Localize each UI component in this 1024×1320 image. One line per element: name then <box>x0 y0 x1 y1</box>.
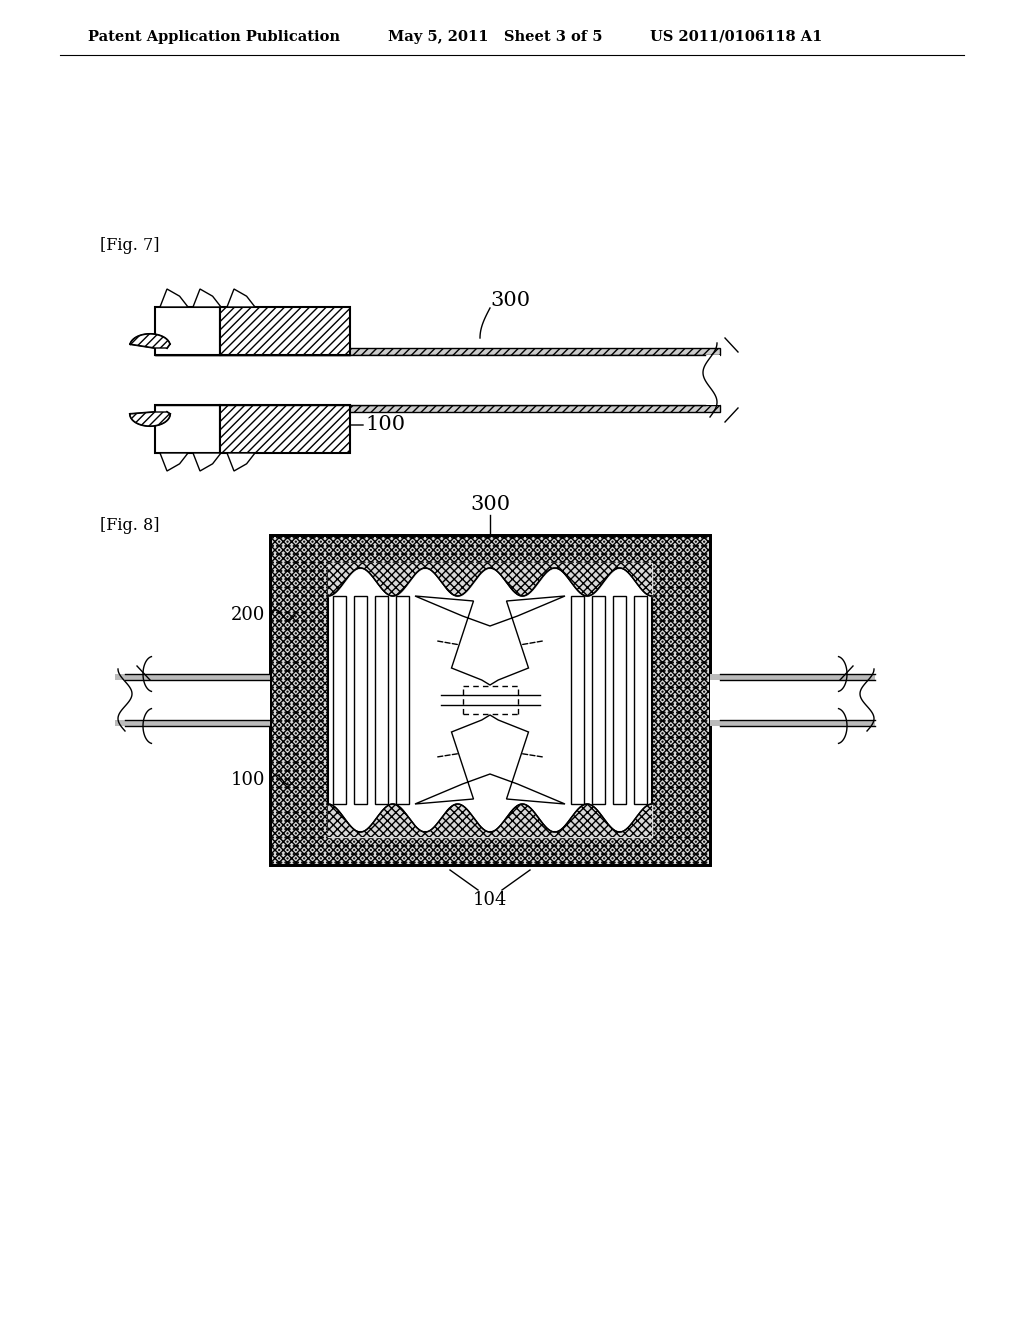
Bar <box>270 535 710 865</box>
Polygon shape <box>193 453 221 471</box>
Text: [Fig. 8]: [Fig. 8] <box>100 516 160 533</box>
Bar <box>375 597 388 804</box>
Text: 200: 200 <box>230 606 265 624</box>
Bar <box>333 597 346 804</box>
Bar <box>220 308 350 355</box>
Bar <box>115 719 270 726</box>
Polygon shape <box>415 715 565 804</box>
Bar <box>328 568 652 832</box>
Bar <box>396 597 409 804</box>
Polygon shape <box>160 289 188 308</box>
Polygon shape <box>415 597 565 685</box>
Bar <box>571 597 584 804</box>
Polygon shape <box>160 453 188 471</box>
Bar <box>350 355 720 405</box>
Bar <box>270 535 710 865</box>
Text: Patent Application Publication: Patent Application Publication <box>88 30 340 44</box>
Text: US 2011/0106118 A1: US 2011/0106118 A1 <box>650 30 822 44</box>
Bar <box>710 675 874 680</box>
Bar <box>634 597 647 804</box>
Bar <box>155 405 220 453</box>
Bar <box>710 680 874 719</box>
Bar <box>710 719 874 726</box>
Bar <box>155 405 720 412</box>
Bar <box>115 680 270 719</box>
Text: May 5, 2011   Sheet 3 of 5: May 5, 2011 Sheet 3 of 5 <box>388 30 602 44</box>
Bar <box>613 597 626 804</box>
Bar <box>115 675 270 680</box>
Polygon shape <box>130 334 170 348</box>
Bar <box>155 308 220 355</box>
Text: 300: 300 <box>490 290 530 309</box>
Text: 300: 300 <box>470 495 510 515</box>
Polygon shape <box>227 453 255 471</box>
Bar <box>354 597 367 804</box>
Polygon shape <box>227 289 255 308</box>
Bar <box>592 597 605 804</box>
Text: 104: 104 <box>473 891 507 909</box>
Polygon shape <box>130 412 170 426</box>
Bar <box>155 348 720 355</box>
Polygon shape <box>193 289 221 308</box>
Bar <box>220 405 350 453</box>
Text: [Fig. 7]: [Fig. 7] <box>100 236 160 253</box>
Text: 100: 100 <box>365 416 406 434</box>
Text: 100: 100 <box>230 771 265 789</box>
